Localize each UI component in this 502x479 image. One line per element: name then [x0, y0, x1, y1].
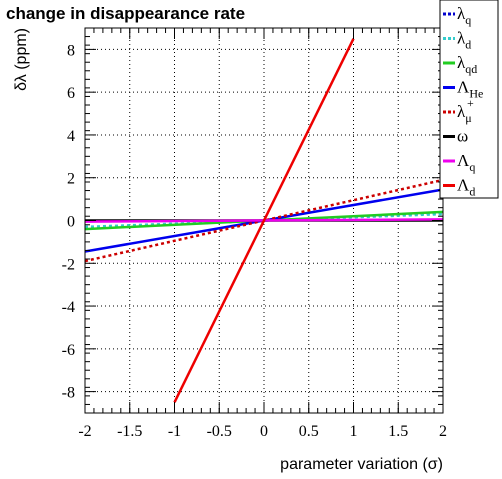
series-lines [84, 38, 444, 403]
y-tick-label-7: 6 [67, 85, 75, 102]
legend-label-3: ΛHe [457, 78, 483, 101]
y-tick-label-2: -4 [62, 299, 75, 316]
legend-label-7: Λd [457, 176, 475, 199]
y-tick-label-3: -2 [62, 256, 75, 273]
y-axis-label: δλ (ppm) [13, 28, 30, 91]
y-tick-label-0: -8 [62, 385, 75, 402]
y-tick-label-8: 8 [67, 42, 75, 59]
axis-ticks: -2 -1.5 -1 -0.5 0 0.5 1 1.5 2 -8 -6 -4 -2 0 2 4 6 8 [62, 27, 447, 440]
series-line-7 [173, 38, 355, 403]
x-tick-label-6: 1 [350, 423, 358, 440]
legend-label-6: Λq [457, 151, 475, 174]
x-tick-label-7: 1.5 [388, 423, 408, 440]
y-tick-label-5: 2 [67, 171, 75, 188]
y-tick-label-1: -6 [62, 342, 75, 359]
legend-label-0: λq [457, 4, 471, 27]
x-tick-label-8: 2 [439, 423, 447, 440]
y-tick-label-6: 4 [67, 128, 75, 145]
x-axis-label: parameter variation (σ) [280, 456, 443, 473]
x-tick-label-1: -1.5 [117, 423, 142, 440]
y-tick-label-4: 0 [67, 214, 75, 231]
legend-label-2: λqd [457, 53, 477, 76]
legend-box [439, 0, 499, 199]
x-tick-label-5: 0.5 [299, 423, 319, 440]
legend-label-5: ω [457, 127, 468, 146]
legend-label-1: λd [457, 29, 471, 52]
chart-title: change in disappearance rate [6, 4, 246, 23]
x-tick-label-4: 0 [260, 423, 268, 440]
x-tick-label-0: -2 [78, 423, 91, 440]
legend-label-4: λμ+ [457, 96, 474, 125]
x-tick-label-2: -1 [168, 423, 181, 440]
x-tick-label-3: -0.5 [207, 423, 232, 440]
series-line-4 [84, 178, 444, 263]
